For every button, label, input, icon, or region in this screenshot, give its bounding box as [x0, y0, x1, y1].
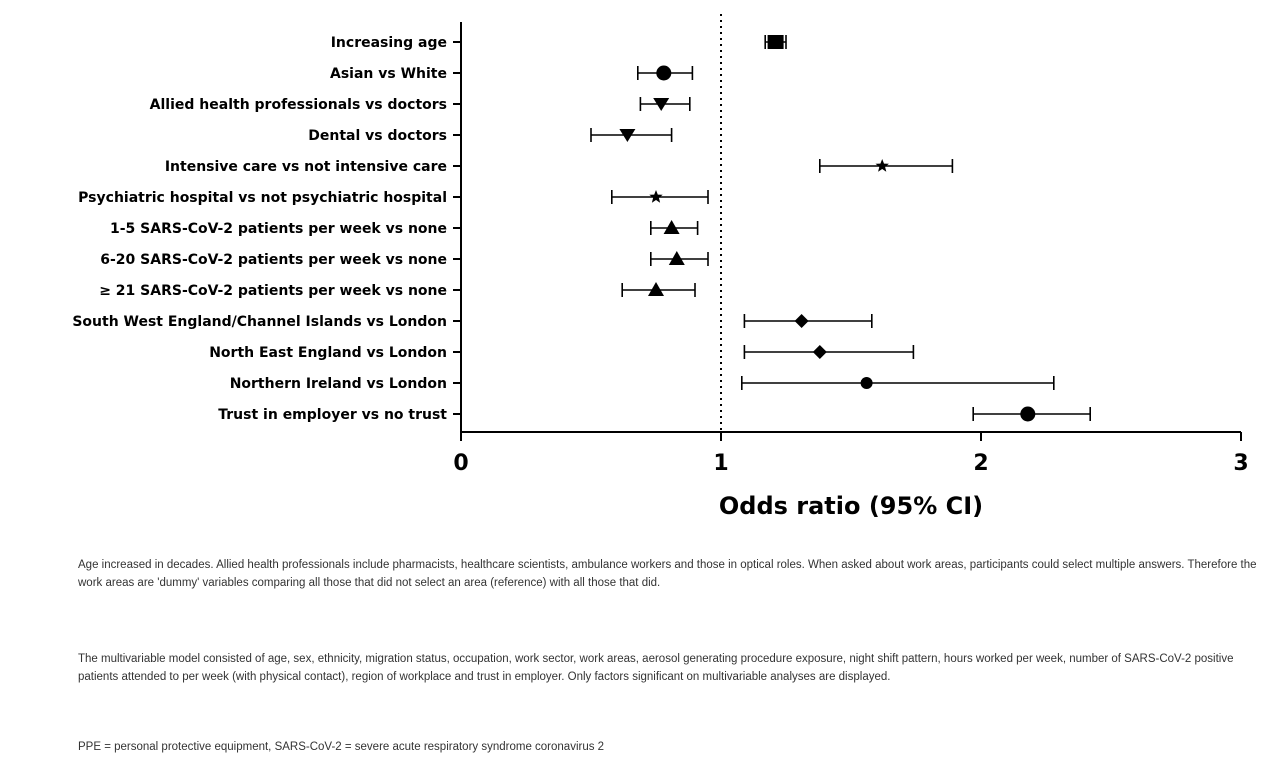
row-11-point: [812, 345, 827, 359]
row-8-point: [668, 251, 685, 265]
row-6-label: Psychiatric hospital vs not psychiatric …: [78, 190, 447, 206]
row-9-label: ≥ 21 SARS-CoV-2 patients per week vs non…: [99, 283, 447, 299]
forest-plot: 0 1 2 3 Odds ratio (95% CI) Increasing age Asi…: [72, 14, 1249, 520]
row-7-point: [663, 220, 680, 234]
row-1-label: Increasing age: [331, 35, 447, 51]
footnote-definitions: PPE = personal protective equipment, SAR…: [78, 741, 605, 753]
row-12-label: Northern Ireland vs London: [230, 376, 447, 392]
row-5-label: Intensive care vs not intensive care: [165, 159, 447, 175]
row-4-label: Dental vs doctors: [308, 128, 447, 144]
footnote-abbreviations-age: Age increased in decades. Allied health …: [78, 559, 1257, 589]
row-9-point: [648, 282, 664, 296]
row-10-label: South West England/Channel Islands vs Lo…: [72, 314, 447, 330]
row-11-label: North East England vs London: [209, 345, 447, 361]
row-6-point: [649, 190, 663, 203]
row-5-point: [875, 159, 889, 172]
footnote-model-description: The multivariable model consisted of age…: [78, 653, 1234, 683]
x-tick-label-2: 2: [973, 451, 988, 476]
row-3-label: Allied health professionals vs doctors: [150, 97, 447, 113]
row-1-point: [767, 35, 784, 49]
x-tick-label-3: 3: [1233, 451, 1248, 476]
row-13-label: Trust in employer vs no trust: [218, 407, 447, 423]
x-axis-label: Odds ratio (95% CI): [719, 492, 983, 520]
row-10-point: [794, 314, 809, 328]
x-tick-label-1: 1: [713, 451, 728, 476]
row-12-point: [860, 377, 873, 389]
row-13-point: [1020, 406, 1036, 422]
row-2-label: Asian vs White: [330, 66, 447, 82]
row-4-point: [619, 129, 636, 142]
row-7-label: 1-5 SARS-CoV-2 patients per week vs none: [110, 221, 447, 237]
row-8-label: 6-20 SARS-CoV-2 patients per week vs non…: [100, 252, 447, 268]
x-tick-label-0: 0: [453, 451, 468, 476]
row-3-point: [653, 98, 670, 111]
row-2-point: [656, 65, 672, 81]
